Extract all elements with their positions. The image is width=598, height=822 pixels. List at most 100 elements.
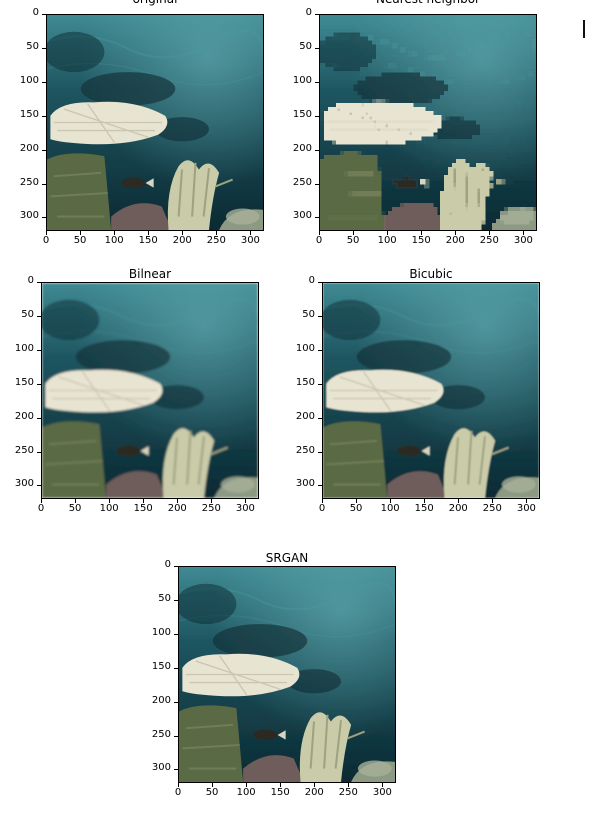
x-tick-mark — [314, 783, 316, 787]
x-tick-mark — [458, 499, 460, 503]
panel-title: Bicubic — [409, 267, 453, 281]
image-axes — [322, 282, 540, 499]
x-tick-mark — [492, 499, 494, 503]
y-tick-mark — [37, 417, 41, 419]
y-tick-mark — [318, 417, 322, 419]
x-tick-mark — [489, 231, 491, 235]
y-tick-mark — [42, 47, 46, 49]
x-tick-mark — [348, 783, 350, 787]
x-tick-mark — [246, 783, 248, 787]
y-tick-mark — [174, 735, 178, 737]
y-tick-label: 250 — [151, 728, 171, 740]
image-axes — [46, 14, 264, 231]
x-tick-mark — [526, 499, 528, 503]
x-tick-label: 200 — [167, 503, 187, 514]
x-tick-label: 250 — [338, 787, 358, 798]
y-tick-mark — [42, 183, 46, 185]
y-tick-label: 150 — [295, 376, 315, 388]
x-tick-label: 250 — [206, 235, 226, 246]
y-tick-mark — [42, 81, 46, 83]
y-tick-mark — [42, 115, 46, 117]
x-tick-mark — [356, 499, 358, 503]
x-tick-mark — [143, 499, 145, 503]
x-tick-mark — [114, 231, 116, 235]
x-tick-label: 200 — [445, 235, 465, 246]
coral-reef-image — [47, 15, 263, 230]
panel-srgan: SRGAN — [152, 551, 396, 801]
x-tick-label: 50 — [68, 503, 82, 514]
x-tick-label: 100 — [99, 503, 119, 514]
x-tick-label: 100 — [104, 235, 124, 246]
y-tick-mark — [174, 566, 178, 567]
x-tick-label: 100 — [380, 503, 400, 514]
x-tick-label: 0 — [318, 503, 326, 514]
y-tick-label: 200 — [19, 142, 39, 154]
x-tick-mark — [75, 499, 77, 503]
x-tick-mark — [424, 499, 426, 503]
x-tick-label: 0 — [174, 787, 182, 798]
x-tick-label: 150 — [414, 503, 434, 514]
x-tick-label: 250 — [479, 235, 499, 246]
y-tick-label: 300 — [19, 210, 39, 222]
x-tick-mark — [523, 231, 525, 235]
x-tick-label: 300 — [372, 787, 392, 798]
y-tick-mark — [37, 451, 41, 453]
panel-nearest-neighbor: Nearest neighbor — [293, 0, 537, 250]
y-tick-mark — [318, 451, 322, 453]
x-tick-mark — [245, 499, 247, 503]
y-tick-mark — [42, 149, 46, 151]
y-tick-mark — [37, 383, 41, 385]
x-tick-label: 250 — [482, 503, 502, 514]
coral-reef-image — [323, 283, 539, 498]
y-tick-label: 0 — [305, 7, 312, 18]
x-tick-label: 150 — [133, 503, 153, 514]
x-tick-mark — [182, 231, 184, 235]
x-tick-label: 100 — [377, 235, 397, 246]
x-tick-label: 0 — [37, 503, 45, 514]
coral-reef-image — [42, 283, 258, 498]
x-tick-label: 200 — [448, 503, 468, 514]
y-tick-mark — [174, 769, 178, 771]
x-tick-label: 100 — [236, 787, 256, 798]
x-tick-label: 250 — [201, 503, 221, 514]
y-tick-label: 100 — [14, 342, 34, 354]
y-tick-label: 150 — [14, 376, 34, 388]
x-tick-label: 150 — [138, 235, 158, 246]
x-tick-label: 150 — [270, 787, 290, 798]
y-tick-mark — [318, 383, 322, 385]
y-tick-mark — [315, 149, 319, 151]
image-axes — [178, 566, 396, 783]
x-tick-mark — [250, 231, 252, 235]
y-tick-label: 200 — [151, 694, 171, 706]
x-tick-mark — [211, 499, 213, 503]
x-tick-mark — [390, 499, 392, 503]
x-tick-label: 300 — [235, 503, 255, 514]
y-tick-mark — [318, 315, 322, 317]
x-tick-label: 200 — [304, 787, 324, 798]
panel-original: original — [20, 0, 264, 250]
y-tick-mark — [318, 282, 322, 283]
x-tick-mark — [216, 231, 218, 235]
y-tick-label: 0 — [308, 275, 315, 286]
x-tick-mark — [319, 231, 320, 235]
text-cursor — [583, 20, 585, 38]
y-tick-mark — [174, 599, 178, 601]
x-tick-label: 300 — [516, 503, 536, 514]
y-tick-label: 100 — [295, 342, 315, 354]
y-tick-label: 50 — [302, 308, 315, 320]
x-tick-label: 0 — [42, 235, 50, 246]
panel-title: Nearest neighbor — [319, 0, 537, 6]
x-tick-mark — [212, 783, 214, 787]
y-tick-label: 50 — [158, 592, 171, 604]
y-tick-label: 150 — [151, 660, 171, 672]
x-tick-mark — [46, 231, 47, 235]
y-tick-mark — [42, 14, 46, 15]
y-tick-mark — [315, 115, 319, 117]
y-tick-mark — [42, 217, 46, 219]
y-tick-label: 50 — [26, 40, 39, 52]
x-tick-label: 150 — [411, 235, 431, 246]
x-tick-mark — [455, 231, 457, 235]
y-tick-label: 150 — [19, 108, 39, 120]
y-tick-label: 250 — [295, 444, 315, 456]
y-tick-label: 200 — [14, 410, 34, 422]
